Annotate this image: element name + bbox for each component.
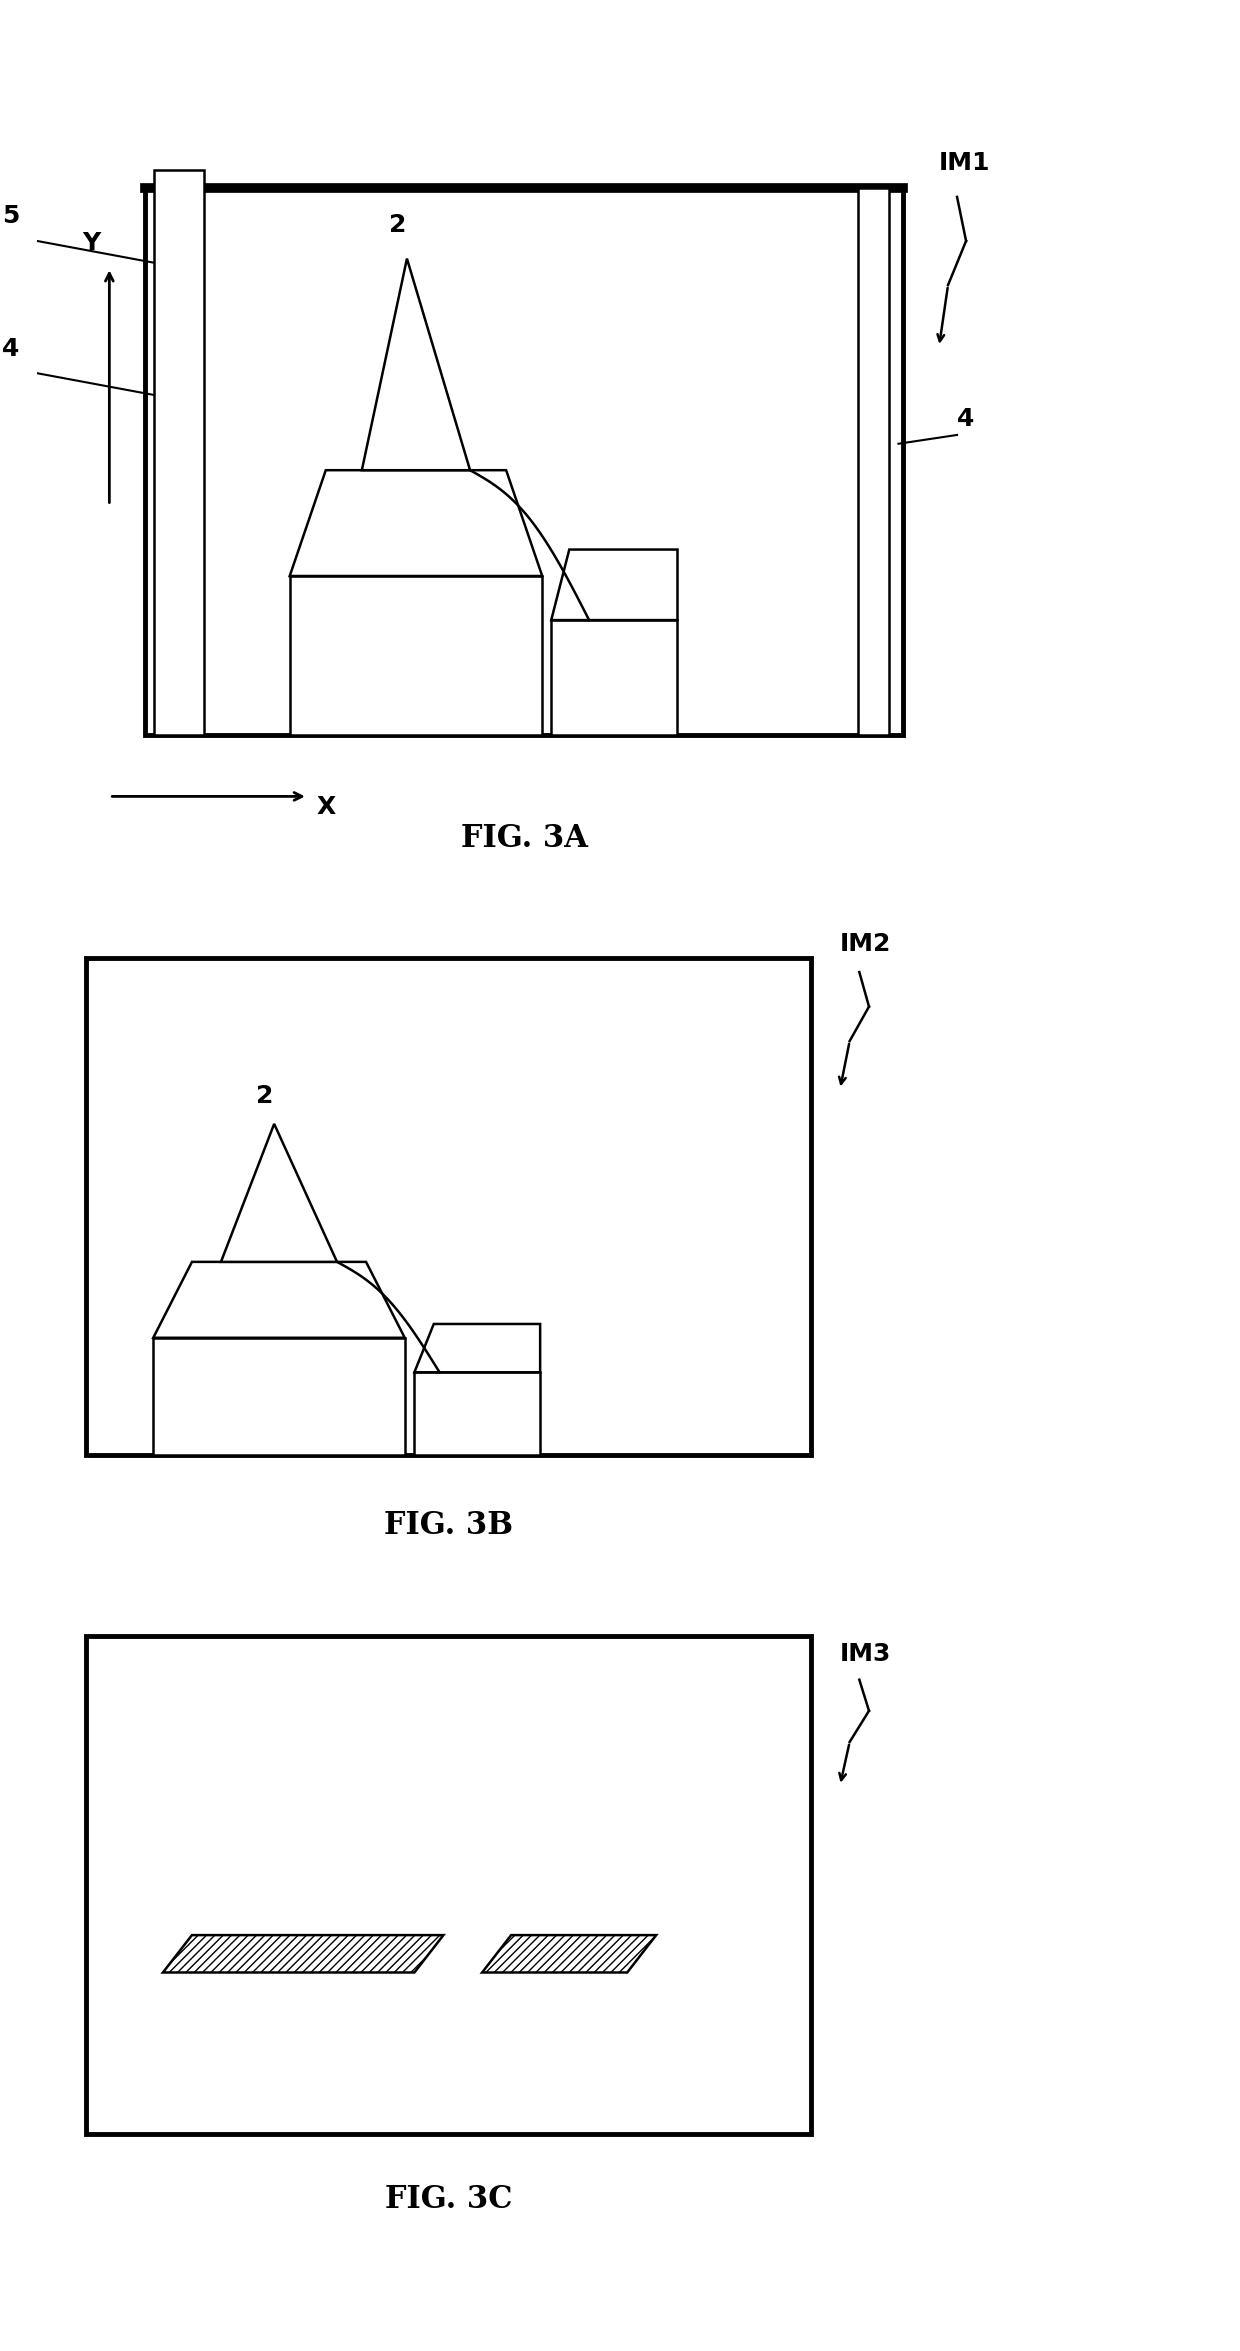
Text: 2: 2 — [389, 214, 407, 237]
Bar — [858, 188, 889, 734]
Polygon shape — [552, 550, 677, 621]
Bar — [552, 621, 677, 734]
Text: 2: 2 — [255, 1084, 273, 1107]
Text: FIG. 3C: FIG. 3C — [384, 2184, 512, 2215]
Text: 4: 4 — [957, 407, 975, 430]
Bar — [145, 188, 903, 734]
Text: 5: 5 — [1, 205, 19, 228]
Bar — [414, 1373, 541, 1455]
Text: IM3: IM3 — [839, 1641, 892, 1667]
Bar — [154, 1338, 404, 1455]
Text: Y: Y — [82, 230, 100, 254]
Polygon shape — [482, 1935, 656, 1972]
Bar — [86, 1636, 811, 2135]
Text: FIG. 3B: FIG. 3B — [383, 1509, 513, 1542]
Bar — [290, 576, 542, 734]
Polygon shape — [362, 259, 470, 470]
Text: IM2: IM2 — [839, 933, 892, 957]
Polygon shape — [162, 1935, 444, 1972]
Text: FIG. 3A: FIG. 3A — [461, 823, 588, 853]
Text: X: X — [316, 795, 336, 818]
Polygon shape — [154, 1262, 404, 1338]
Bar — [86, 959, 811, 1455]
Polygon shape — [290, 470, 542, 576]
Bar — [155, 172, 205, 734]
Text: IM1: IM1 — [939, 150, 991, 176]
Polygon shape — [414, 1324, 541, 1373]
Polygon shape — [221, 1124, 337, 1262]
Text: 4: 4 — [1, 336, 19, 360]
